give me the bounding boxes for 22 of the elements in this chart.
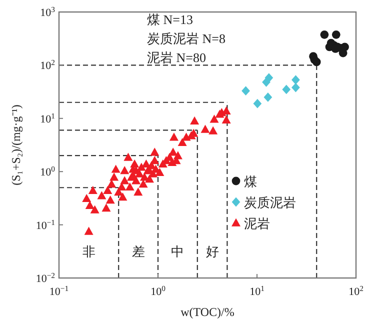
x-tick-label: 10$^{1}$ [250, 284, 265, 298]
y-axis-title: (S₁+S₂)/(mg·g⁻¹) [9, 104, 23, 186]
x-tick-label: 10$^{2}$ [348, 284, 364, 298]
legend-label: 炭质泥岩 [244, 195, 296, 210]
annotation: 差 [132, 244, 145, 259]
legend-label: 煤 [244, 174, 257, 189]
annotation: 炭质泥岩 N=8 [147, 31, 226, 46]
annotation: 好 [206, 244, 219, 259]
legend-label: 泥岩 [244, 216, 270, 231]
y-tick-label: 10$^{2}$ [40, 58, 56, 72]
annotation: 煤 N=13 [147, 12, 193, 27]
annotation: 中 [171, 244, 184, 259]
y-tick-label: 10$^{3}$ [40, 4, 56, 19]
annotation: 非 [82, 244, 96, 259]
y-tick-label: 10$^{−1}$ [36, 217, 56, 232]
y-tick-label: 10$^{−2}$ [36, 270, 56, 285]
annotation: 泥岩 N=80 [147, 50, 206, 65]
x-tick-label: 10$^{0}$ [150, 284, 166, 298]
x-tick-label: 10$^{−1}$ [49, 284, 69, 298]
y-tick-label: 10$^{1}$ [40, 110, 56, 126]
x-axis-title: w(TOC)/% [180, 305, 234, 319]
y-tick-label: 10$^{0}$ [40, 164, 56, 179]
